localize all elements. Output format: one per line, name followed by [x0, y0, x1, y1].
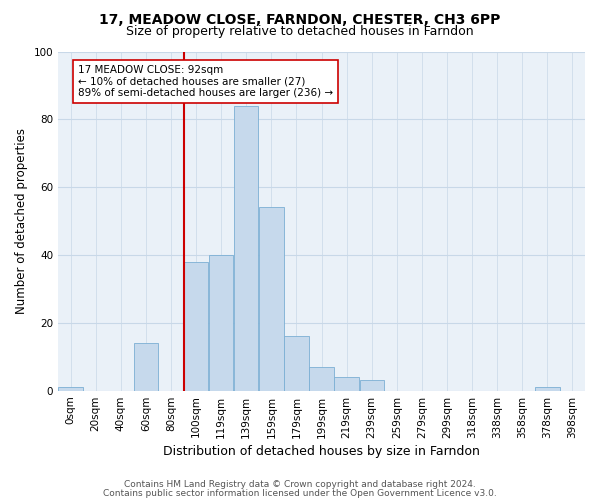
Text: 17, MEADOW CLOSE, FARNDON, CHESTER, CH3 6PP: 17, MEADOW CLOSE, FARNDON, CHESTER, CH3 …	[100, 12, 500, 26]
Bar	[284, 336, 308, 390]
X-axis label: Distribution of detached houses by size in Farndon: Distribution of detached houses by size …	[163, 444, 480, 458]
Bar	[310, 367, 334, 390]
Bar	[234, 106, 259, 391]
Text: Contains public sector information licensed under the Open Government Licence v3: Contains public sector information licen…	[103, 488, 497, 498]
Bar	[334, 377, 359, 390]
Bar	[535, 387, 560, 390]
Text: Size of property relative to detached houses in Farndon: Size of property relative to detached ho…	[126, 25, 474, 38]
Bar	[184, 262, 208, 390]
Text: Contains HM Land Registry data © Crown copyright and database right 2024.: Contains HM Land Registry data © Crown c…	[124, 480, 476, 489]
Bar	[259, 208, 284, 390]
Bar	[209, 255, 233, 390]
Bar	[359, 380, 384, 390]
Text: 17 MEADOW CLOSE: 92sqm
← 10% of detached houses are smaller (27)
89% of semi-det: 17 MEADOW CLOSE: 92sqm ← 10% of detached…	[78, 65, 333, 98]
Bar	[134, 343, 158, 390]
Bar	[58, 387, 83, 390]
Y-axis label: Number of detached properties: Number of detached properties	[15, 128, 28, 314]
